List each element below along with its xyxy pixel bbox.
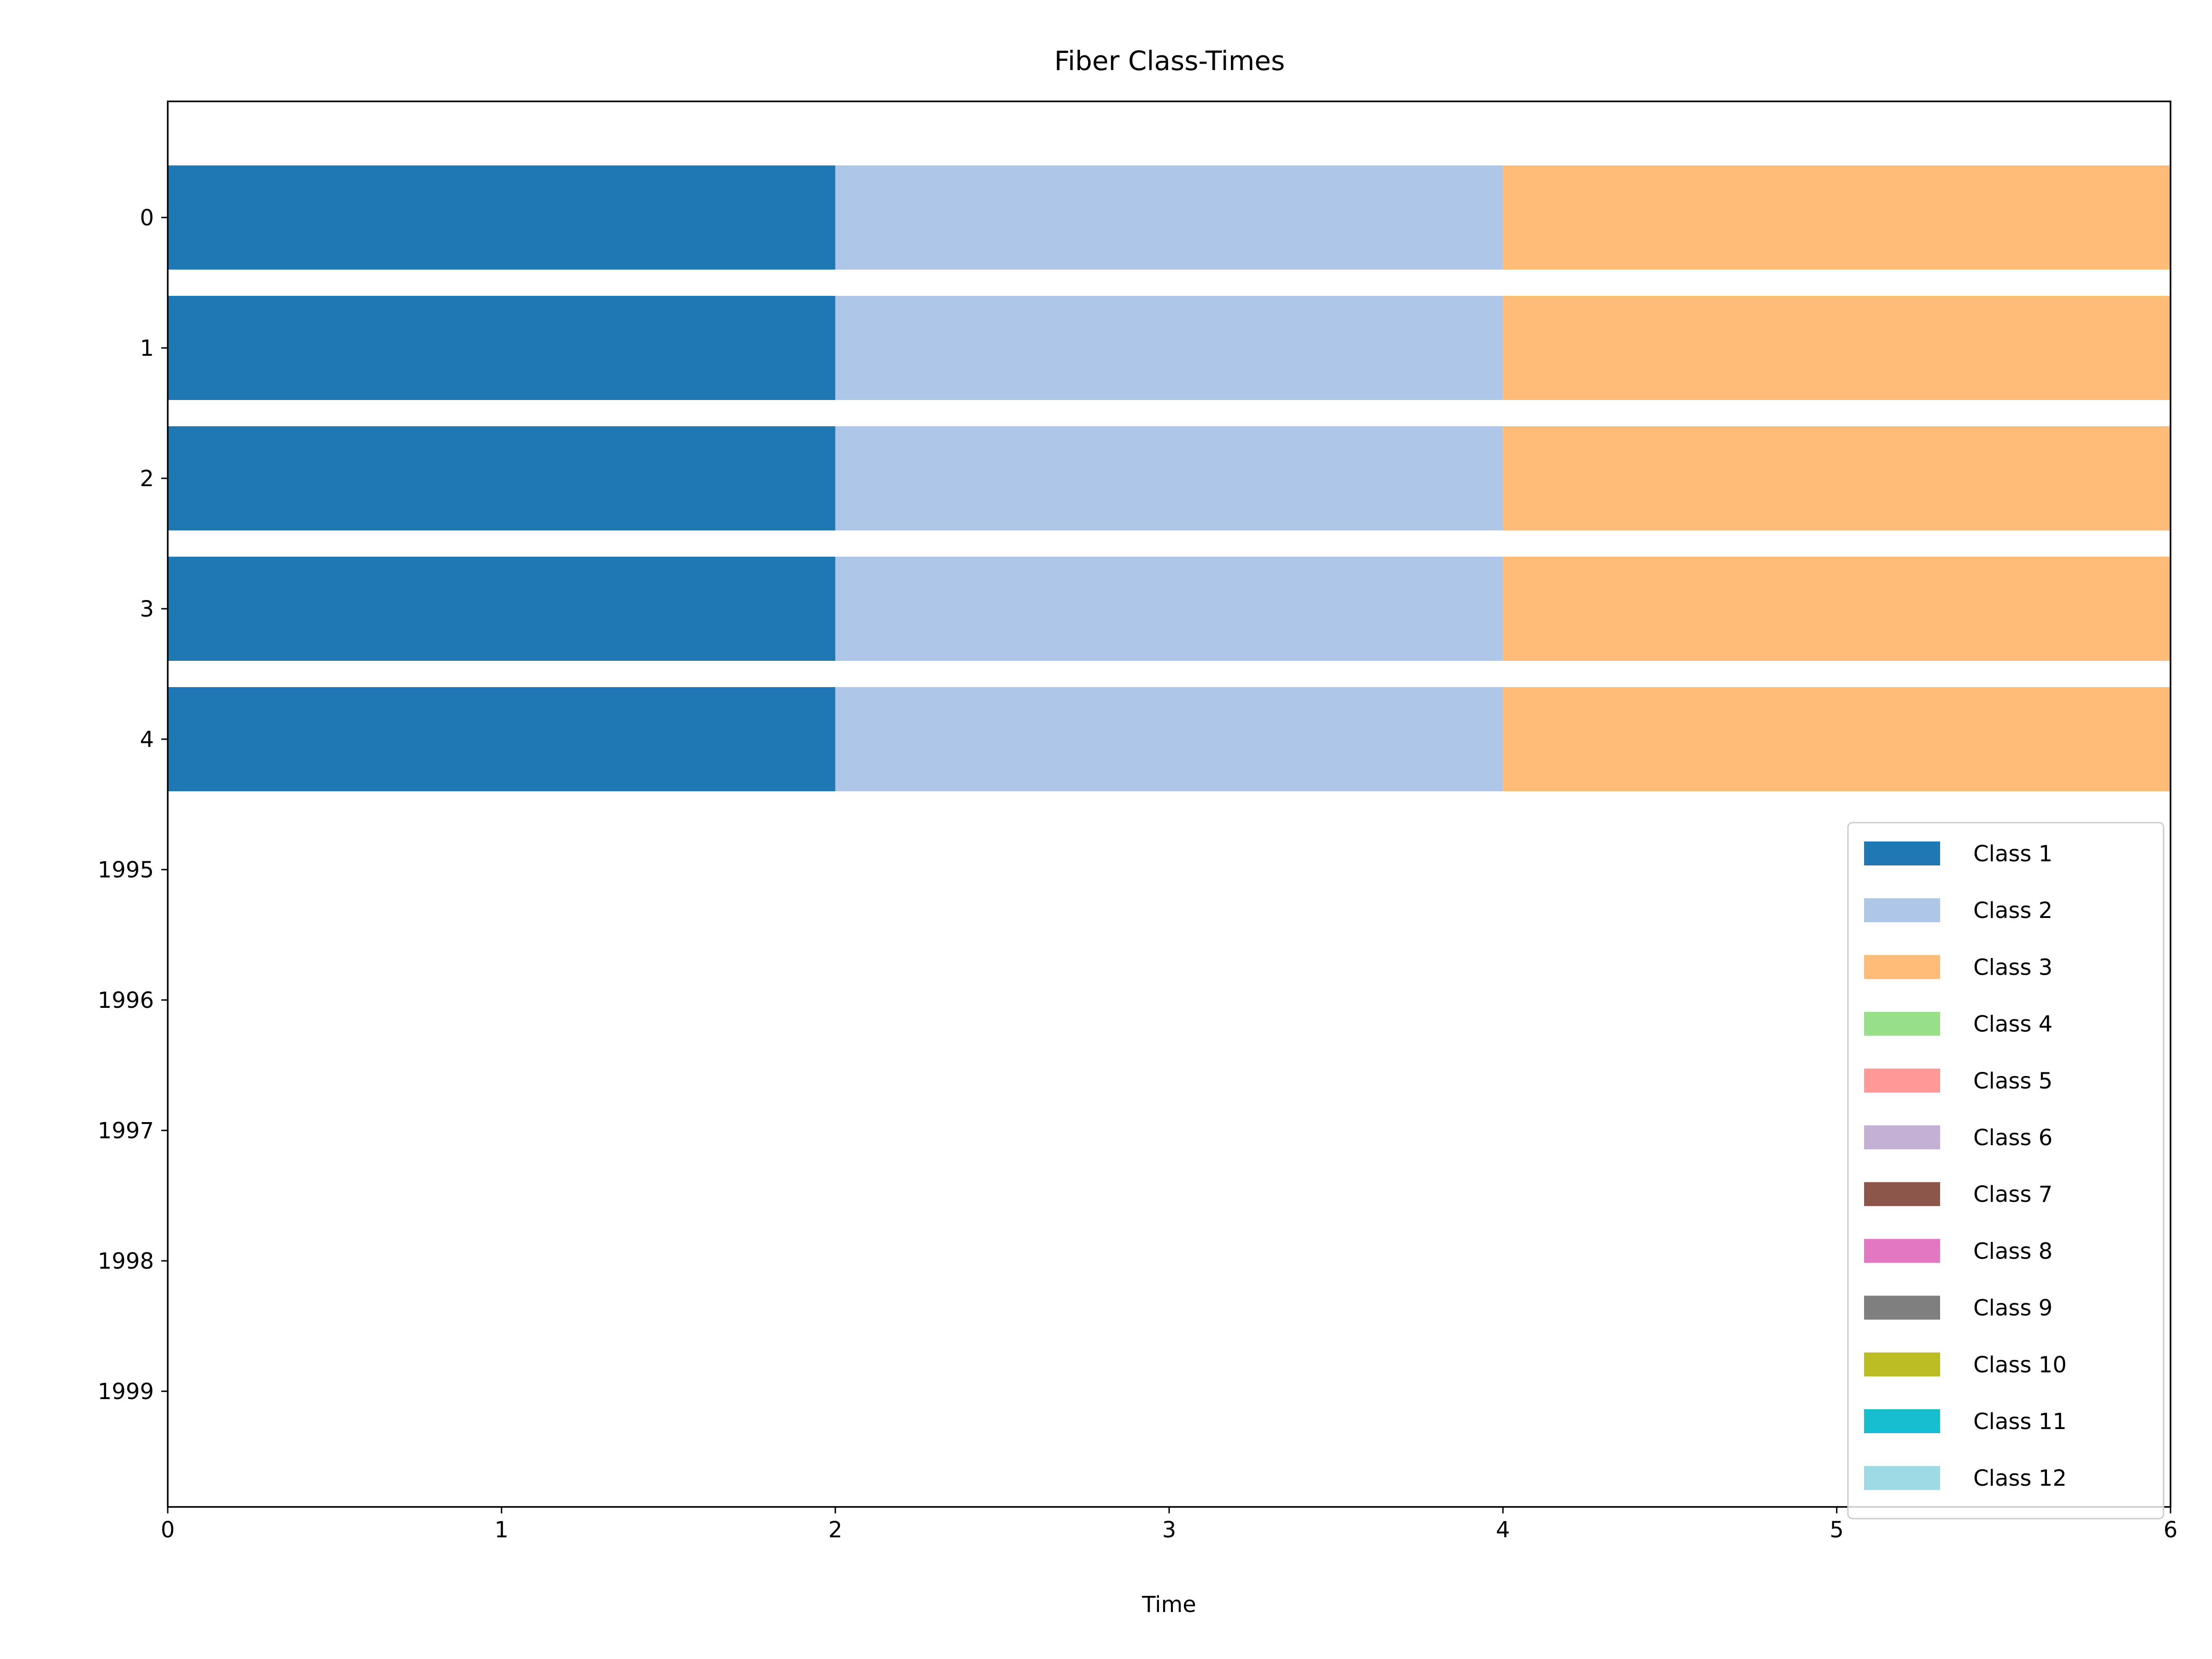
x-axis-label: Time [1141, 1592, 1196, 1618]
bar-class-3-row-3 [1503, 557, 2171, 661]
y-tick-label: 2 [140, 466, 154, 492]
y-axis: 0 1 2 3 4 1995 1996 1997 1998 1999 [98, 205, 168, 1405]
legend-swatch [1864, 1295, 1940, 1320]
legend-label: Class 10 [1973, 1352, 2067, 1378]
legend-swatch [1864, 1409, 1940, 1433]
y-tick-label: 4 [140, 727, 154, 753]
y-tick-label: 1998 [98, 1248, 154, 1274]
y-tick-label: 1 [140, 335, 154, 361]
x-axis: 0 1 2 3 4 5 6 [161, 1507, 2178, 1543]
chart-title: Fiber Class-Times [1054, 45, 1285, 76]
legend-swatch [1864, 955, 1940, 979]
legend-swatch [1864, 1182, 1940, 1206]
bar-class-2-row-0 [835, 165, 1503, 270]
legend: Class 1 Class 2 Class 3 Class 4 Class 5 Class… [1847, 822, 2165, 1519]
bar-class-3-row-1 [1503, 296, 2171, 400]
legend-swatch [1864, 1012, 1940, 1036]
x-tick-label: 3 [1162, 1517, 1177, 1543]
bar-class-3-row-2 [1503, 426, 2171, 530]
x-tick-label: 6 [2164, 1517, 2178, 1543]
legend-label: Class 9 [1973, 1295, 2053, 1321]
legend-swatch [1864, 841, 1940, 865]
bar-class-3-row-4 [1503, 687, 2171, 791]
legend-label: Class 5 [1973, 1068, 2053, 1094]
legend-label: Class 12 [1973, 1465, 2067, 1491]
y-tick-label: 1997 [98, 1118, 154, 1144]
y-tick-label: 1996 [98, 988, 154, 1013]
x-tick-label: 4 [1496, 1517, 1510, 1543]
y-tick-label: 1995 [98, 857, 154, 883]
legend-label: Class 11 [1973, 1409, 2067, 1435]
bar-class-1-row-0 [168, 165, 835, 270]
legend-label: Class 4 [1973, 1012, 2053, 1037]
legend-swatch [1864, 1068, 1940, 1093]
y-tick-label: 3 [140, 596, 154, 622]
x-tick-label: 5 [1830, 1517, 1844, 1543]
plot-area: 0 1 2 3 4 5 6 0 1 2 3 4 1995 1996 1997 1998 1999 [98, 100, 2178, 1543]
bar-class-2-row-2 [835, 426, 1503, 530]
legend-label: Class 3 [1973, 954, 2053, 980]
bar-class-1-row-2 [168, 426, 835, 530]
legend-swatch [1864, 1125, 1940, 1149]
legend-label: Class 7 [1973, 1182, 2053, 1207]
legend-label: Class 8 [1973, 1238, 2053, 1264]
bar-class-1-row-3 [168, 557, 835, 661]
bar-class-2-row-4 [835, 687, 1503, 791]
legend-label: Class 6 [1973, 1125, 2053, 1151]
legend-swatch [1864, 1239, 1940, 1263]
legend-label: Class 2 [1973, 898, 2053, 924]
x-tick-label: 1 [494, 1517, 509, 1543]
legend-swatch [1864, 1466, 1940, 1490]
bar-class-2-row-3 [835, 557, 1503, 661]
x-tick-label: 2 [828, 1517, 842, 1543]
bar-class-1-row-4 [168, 687, 835, 791]
bar-class-1-row-1 [168, 296, 835, 400]
y-tick-label: 1999 [98, 1379, 154, 1405]
legend-label: Class 1 [1973, 841, 2053, 867]
bar-class-3-row-0 [1503, 165, 2171, 270]
y-tick-label: 0 [140, 205, 154, 231]
legend-swatch [1864, 898, 1940, 923]
legend-swatch [1864, 1352, 1940, 1377]
bar-class-2-row-1 [835, 296, 1503, 400]
legend-frame [1847, 822, 2165, 1519]
bars [168, 165, 2171, 791]
x-tick-label: 0 [161, 1517, 175, 1543]
